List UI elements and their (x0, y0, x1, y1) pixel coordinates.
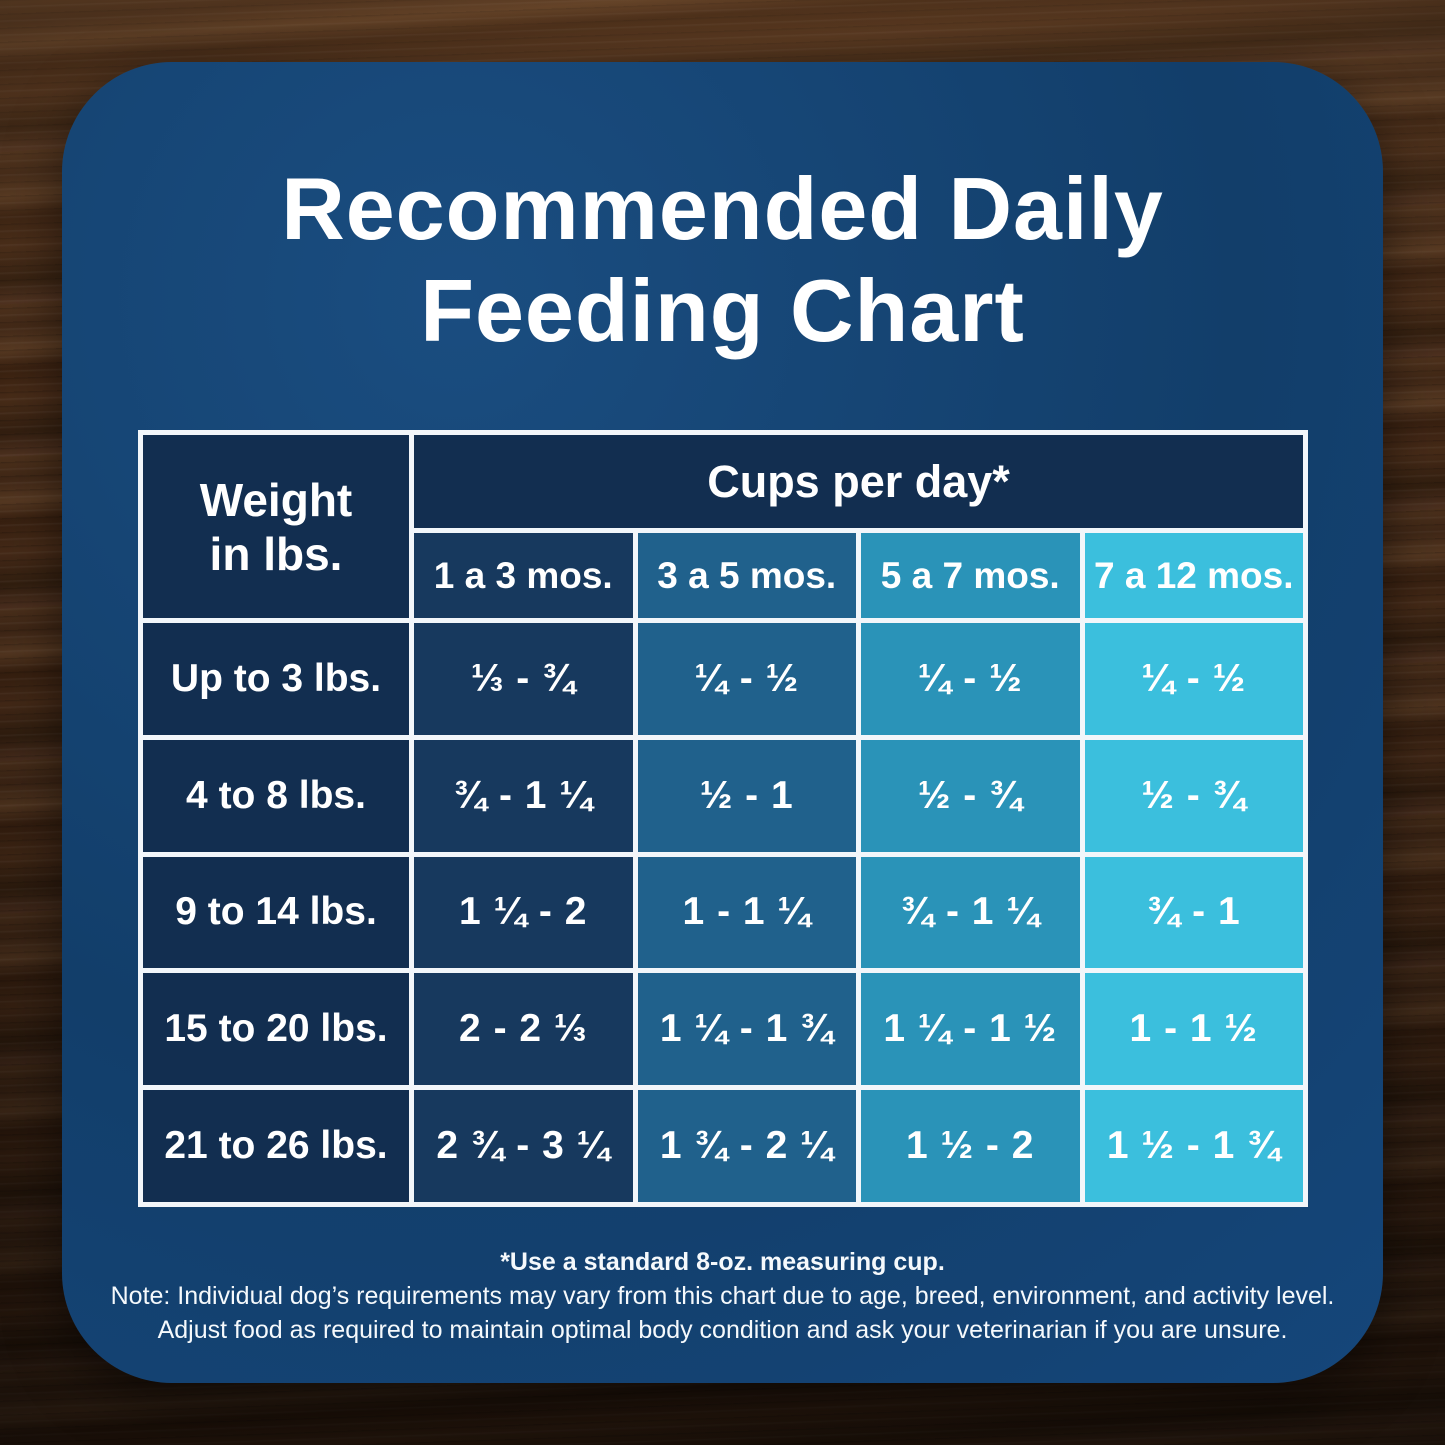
age-header-5-7-mos: 5 a 7 mos. (861, 533, 1080, 618)
weight-header-line-2: in lbs. (209, 527, 343, 580)
value-cell-r4c2: 1 ¼ - 1 ¾ (637, 973, 856, 1086)
page-title-line-2: Feeding Chart (420, 261, 1025, 360)
value-cell-r5c2: 1 ¾ - 2 ¼ (637, 1090, 856, 1202)
cups-per-day-header: Cups per day* (414, 435, 1303, 528)
value-cell-r3c1: 1 ¼ - 2 (414, 856, 633, 969)
value-cell-r5c1: 2 ¾ - 3 ¼ (414, 1090, 633, 1202)
value-cell-r4c1: 2 - 2 ⅓ (414, 973, 633, 1086)
value-cell-r4c3: 1 ¼ - 1 ½ (861, 973, 1080, 1086)
weight-row-label-15-20: 15 to 20 lbs. (143, 973, 409, 1086)
feeding-table: Weight in lbs. Cups per day* 1 a 3 mos. … (138, 430, 1308, 1207)
weight-row-label-21-26: 21 to 26 lbs. (143, 1090, 409, 1202)
value-cell-r4c4: 1 - 1 ½ (1084, 973, 1303, 1086)
weight-row-label-4-8: 4 to 8 lbs. (143, 739, 409, 852)
weight-column-header: Weight in lbs. (143, 435, 409, 618)
value-cell-r5c3: 1 ½ - 2 (861, 1090, 1080, 1202)
value-cell-r3c2: 1 - 1 ¼ (637, 856, 856, 969)
feeding-chart-card: Recommended Daily Feeding Chart Weight i… (62, 62, 1383, 1383)
footnotes: *Use a standard 8-oz. measuring cup. Not… (62, 1245, 1383, 1347)
value-cell-r3c3: ¾ - 1 ¼ (861, 856, 1080, 969)
page-title-line-1: Recommended Daily (281, 159, 1164, 258)
value-cell-r2c4: ½ - ¾ (1084, 739, 1303, 852)
value-cell-r5c4: 1 ½ - 1 ¾ (1084, 1090, 1303, 1202)
weight-header-line-1: Weight (199, 473, 353, 526)
weight-row-label-9-14: 9 to 14 lbs. (143, 856, 409, 969)
value-cell-r1c4: ¼ - ½ (1084, 623, 1303, 735)
age-header-3-5-mos: 3 a 5 mos. (637, 533, 856, 618)
note-line-1: Note: Individual dog’s requirements may … (110, 1282, 1335, 1310)
value-cell-r2c2: ½ - 1 (637, 739, 856, 852)
age-header-1-3-mos: 1 a 3 mos. (414, 533, 633, 618)
value-cell-r1c2: ¼ - ½ (637, 623, 856, 735)
value-cell-r1c3: ¼ - ½ (861, 623, 1080, 735)
value-cell-r2c3: ½ - ¾ (861, 739, 1080, 852)
value-cell-r3c4: ¾ - 1 (1084, 856, 1303, 969)
value-cell-r2c1: ¾ - 1 ¼ (414, 739, 633, 852)
weight-row-label-up-to-3: Up to 3 lbs. (143, 623, 409, 735)
value-cell-r1c1: ⅓ - ¾ (414, 623, 633, 735)
measuring-cup-footnote: *Use a standard 8-oz. measuring cup. (500, 1248, 945, 1276)
note-line-2: Adjust food as required to maintain opti… (157, 1316, 1288, 1344)
age-header-7-12-mos: 7 a 12 mos. (1084, 533, 1303, 618)
page-title: Recommended Daily Feeding Chart (62, 158, 1383, 362)
